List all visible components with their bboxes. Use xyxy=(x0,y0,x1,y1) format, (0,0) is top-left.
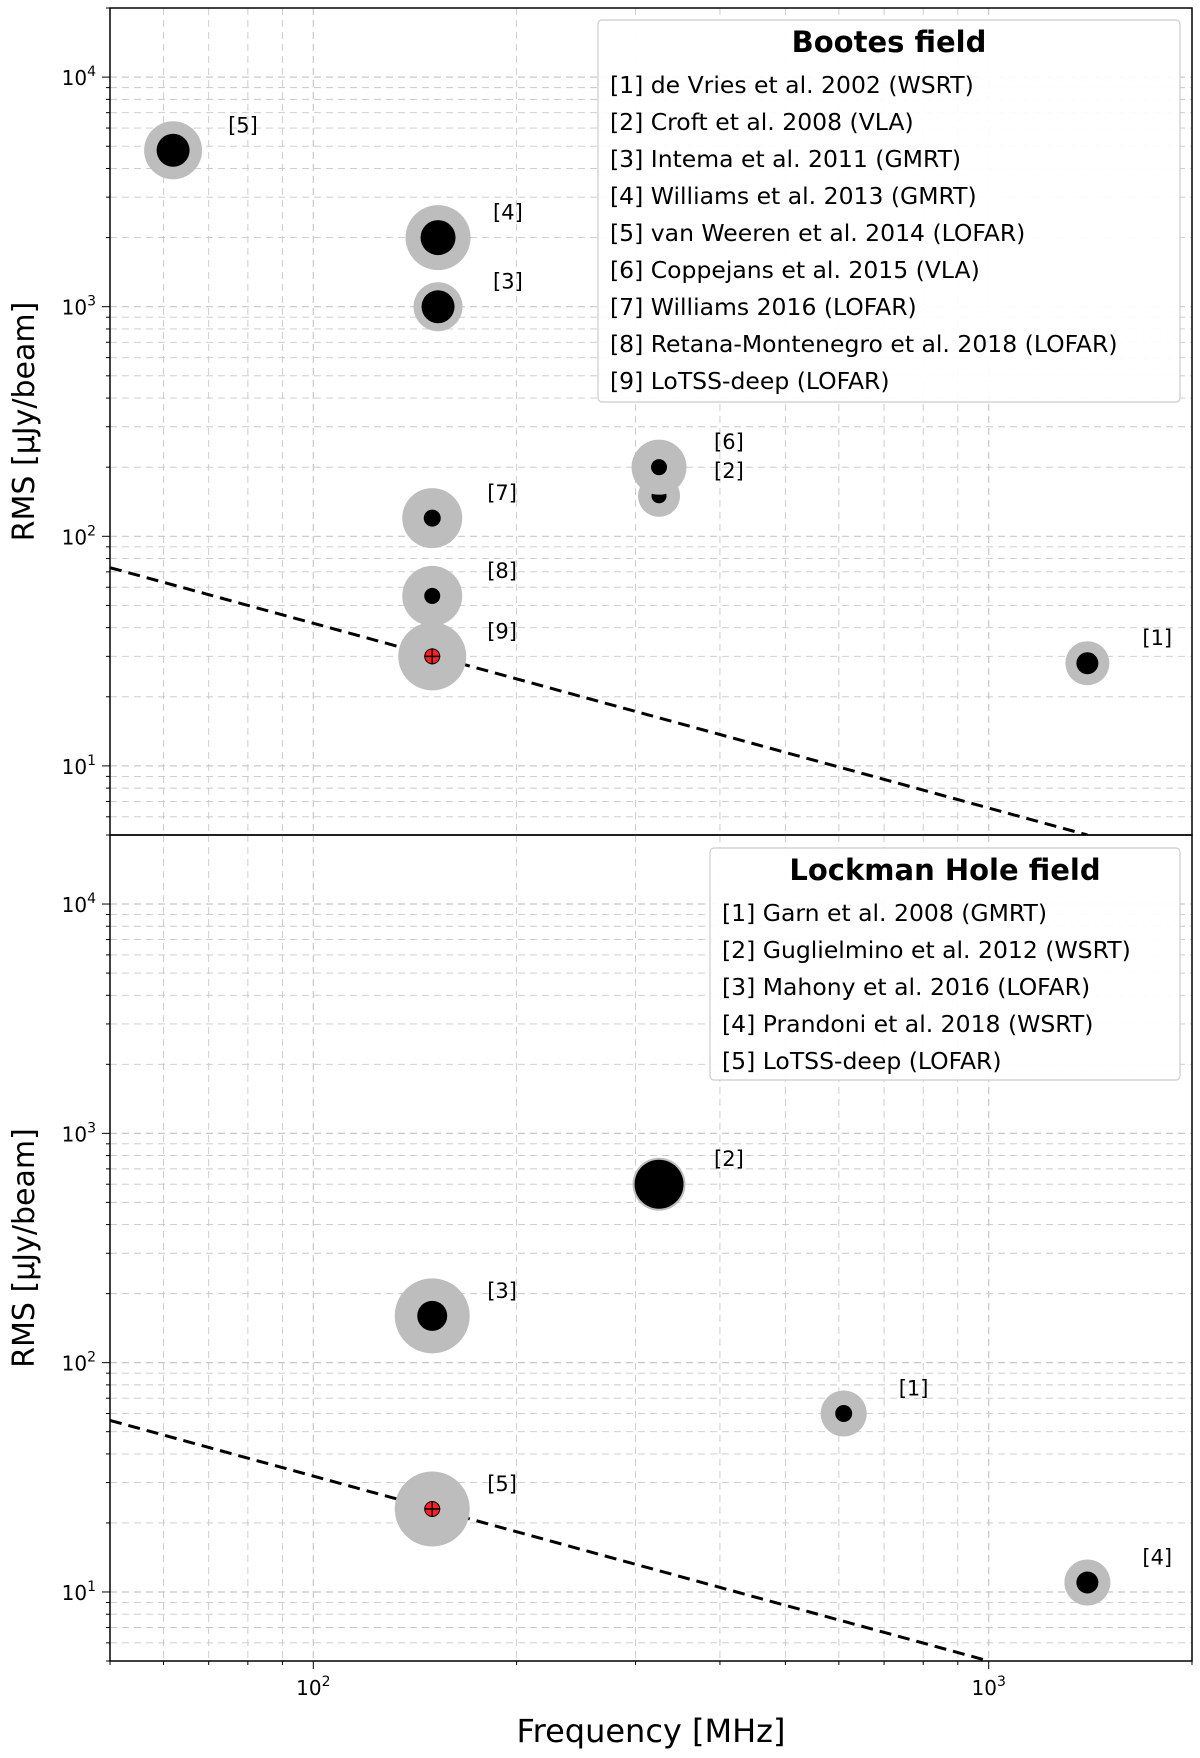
axes-frame xyxy=(109,834,1193,1662)
data-point xyxy=(424,587,441,604)
x-tick-label: 102 xyxy=(296,1674,330,1700)
legend-box xyxy=(709,847,1181,1081)
y-tick-label: 103 xyxy=(62,1120,96,1146)
data-point xyxy=(156,133,190,167)
legend-entry: [3] Intema et al. 2011 (GMRT) xyxy=(610,145,961,173)
data-point xyxy=(1076,1571,1099,1594)
data-point xyxy=(417,1300,448,1331)
y-tick-label: 101 xyxy=(62,753,96,779)
legend-entry: [4] Prandoni et al. 2018 (WSRT) xyxy=(722,1010,1093,1038)
data-point-label: [5] xyxy=(228,113,258,137)
legend-entry: [7] Williams 2016 (LOFAR) xyxy=(610,293,917,321)
data-point xyxy=(1076,652,1099,675)
data-point-label: [1] xyxy=(1142,626,1172,650)
fit-line xyxy=(110,566,1088,835)
data-point-label: [4] xyxy=(493,201,523,225)
y-tick-label: 103 xyxy=(62,294,96,320)
data-point-label: [4] xyxy=(1142,1545,1172,1569)
legend-entry: [4] Williams et al. 2013 (GMRT) xyxy=(610,182,977,210)
legend-entry: [1] de Vries et al. 2002 (WSRT) xyxy=(610,71,974,99)
data-point-label: [2] xyxy=(714,459,744,483)
legend-entry: [9] LoTSS-deep (LOFAR) xyxy=(610,367,890,395)
y-tick-label: 102 xyxy=(62,523,96,549)
x-axis-label: Frequency [MHz] xyxy=(517,1712,786,1750)
data-point-label: [5] xyxy=(487,1472,517,1496)
legend-entry: [2] Croft et al. 2008 (VLA) xyxy=(610,108,914,136)
data-point-label: [1] xyxy=(899,1377,929,1401)
legend-entry: [5] van Weeren et al. 2014 (LOFAR) xyxy=(610,219,1025,247)
lockman-panel: 101 102 103 104 RMS [μJy/beam] [1] [2] [3] [4] [5… xyxy=(7,834,1193,1662)
legend-entry: [2] Guglielmino et al. 2012 (WSRT) xyxy=(722,936,1131,964)
data-point-label: [7] xyxy=(487,481,517,505)
legend-title: Lockman Hole field xyxy=(789,853,1100,887)
y-tick-label: 102 xyxy=(62,1350,96,1376)
legend-entry: [3] Mahony et al. 2016 (LOFAR) xyxy=(722,973,1090,1001)
legend-entry: [6] Coppejans et al. 2015 (VLA) xyxy=(610,256,980,284)
y-tick-label: 104 xyxy=(62,64,96,90)
y-tick-label: 101 xyxy=(62,1579,96,1605)
legend-entry: [1] Garn et al. 2008 (GMRT) xyxy=(722,899,1047,927)
data-point-label: [9] xyxy=(487,619,517,643)
data-point-label: [2] xyxy=(714,1147,744,1171)
data-point-label: [3] xyxy=(487,1279,517,1303)
data-point-label: [8] xyxy=(487,559,517,583)
y-axis-label: RMS [μJy/beam] xyxy=(7,302,42,542)
x-tick-label: 103 xyxy=(972,1674,1006,1700)
legend-entry: [8] Retana-Montenegro et al. 2018 (LOFAR… xyxy=(610,330,1118,358)
data-point xyxy=(634,1159,684,1209)
data-point-label: [3] xyxy=(493,270,523,294)
data-point xyxy=(420,220,456,256)
legend-box xyxy=(597,19,1181,403)
bootes-panel: 101 102 103 104 RMS [μJy/beam] [1] [2] [3] [4] [5… xyxy=(7,7,1193,836)
legend-entry: [5] LoTSS-deep (LOFAR) xyxy=(722,1047,1002,1075)
y-tick-label: 104 xyxy=(62,891,96,917)
data-point xyxy=(835,1405,853,1423)
data-point xyxy=(423,509,441,527)
legend-title: Bootes field xyxy=(792,25,987,59)
fit-line xyxy=(110,1418,990,1661)
data-point xyxy=(421,290,455,324)
data-point xyxy=(651,459,668,476)
data-point-label: [6] xyxy=(714,430,744,454)
y-axis-label: RMS [μJy/beam] xyxy=(7,1128,42,1368)
